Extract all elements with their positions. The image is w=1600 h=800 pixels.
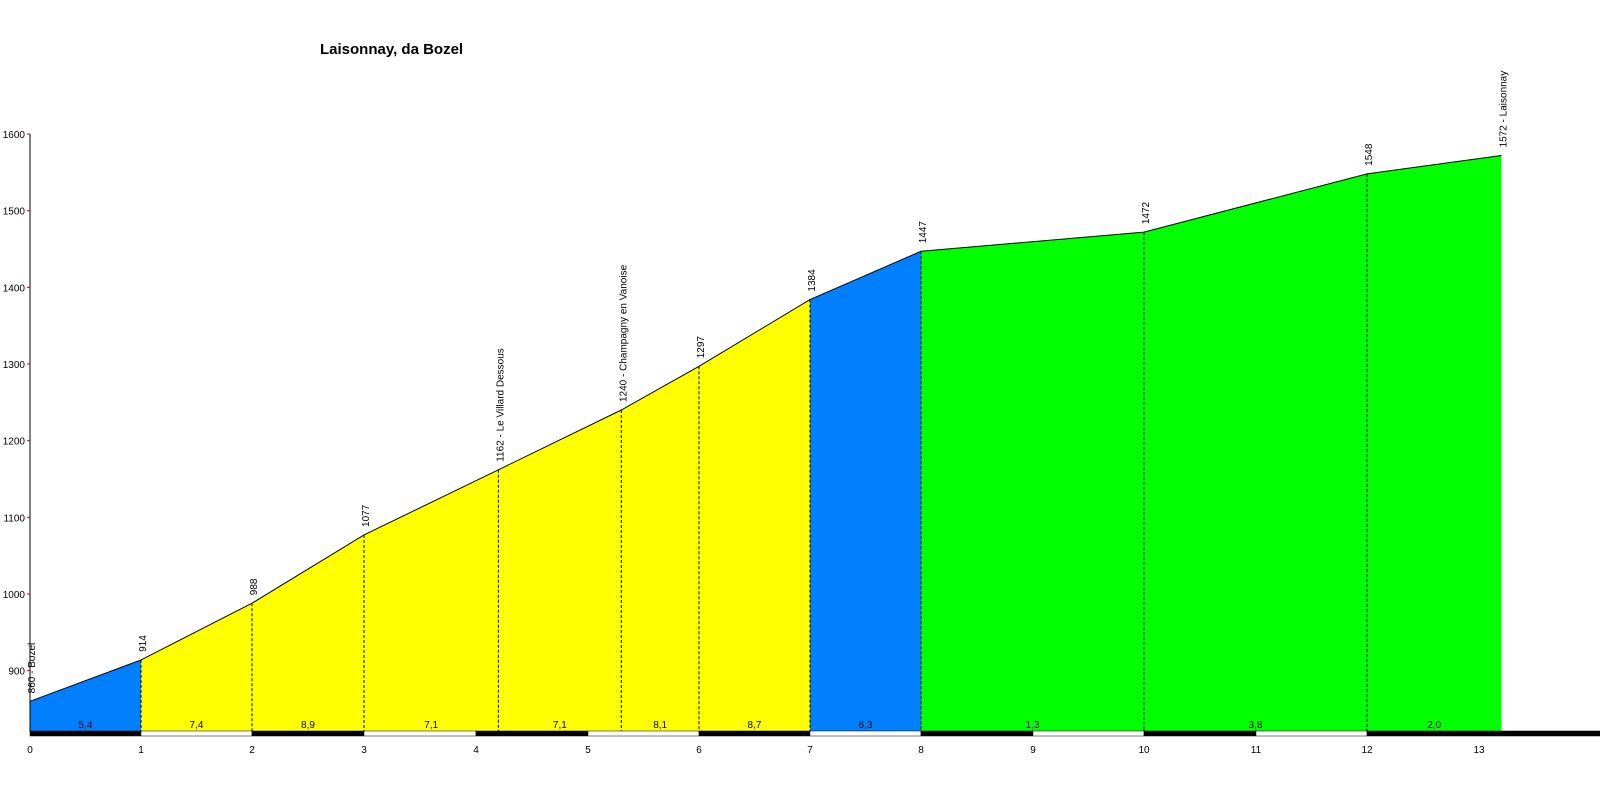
gradient-label: 7,4 bbox=[190, 720, 204, 731]
scale-block bbox=[1366, 730, 1480, 737]
y-tick-label: 1300 bbox=[3, 360, 26, 371]
scale-block bbox=[475, 730, 589, 737]
profile-segment bbox=[141, 603, 252, 732]
x-tick-label: 12 bbox=[1361, 745, 1373, 756]
profile-segment bbox=[1144, 173, 1367, 732]
point-label: 1240 - Champagny en Vanoise bbox=[618, 264, 629, 402]
x-tick-label: 10 bbox=[1138, 745, 1150, 756]
profile-line bbox=[29, 154, 1502, 702]
point-label: 1447 bbox=[918, 221, 929, 244]
profile-segment bbox=[921, 232, 1144, 732]
profile-segment bbox=[699, 299, 810, 732]
point-label: 1572 - Laisonnay bbox=[1498, 71, 1509, 148]
x-tick-label: 9 bbox=[1030, 745, 1036, 756]
x-tick-label: 1 bbox=[138, 745, 144, 756]
scale-block bbox=[809, 730, 922, 737]
gradient-label: 2,0 bbox=[1427, 720, 1441, 731]
gradient-label: 7,1 bbox=[553, 720, 567, 731]
gradient-label: 8,1 bbox=[653, 720, 667, 731]
point-label: 914 bbox=[138, 635, 149, 652]
x-tick-label: 8 bbox=[918, 745, 924, 756]
point-label: 1297 bbox=[696, 336, 707, 359]
scale-block bbox=[363, 730, 477, 737]
y-tick-label: 1500 bbox=[3, 207, 26, 218]
x-tick-label: 6 bbox=[696, 745, 702, 756]
scale-block bbox=[1143, 730, 1257, 737]
scale-block bbox=[29, 730, 142, 737]
gradient-label: 3,8 bbox=[1249, 720, 1263, 731]
x-tick-label: 0 bbox=[27, 745, 33, 756]
y-tick-label: 1600 bbox=[3, 130, 26, 141]
point-label: 1548 bbox=[1364, 143, 1375, 166]
x-tick-label: 4 bbox=[473, 745, 479, 756]
point-label: 1472 bbox=[1141, 201, 1152, 224]
gradient-label: 8,7 bbox=[748, 720, 762, 731]
x-tick-label: 13 bbox=[1473, 745, 1485, 756]
x-tick-label: 5 bbox=[585, 745, 591, 756]
profile-segment bbox=[364, 469, 499, 732]
point-label: 1077 bbox=[361, 504, 372, 527]
point-label: 1384 bbox=[807, 269, 818, 292]
scale-block bbox=[251, 730, 365, 737]
profile-segment bbox=[498, 410, 622, 732]
profile-segment bbox=[1367, 155, 1502, 732]
gradient-label: 6,3 bbox=[859, 720, 873, 731]
y-tick-label: 1400 bbox=[3, 283, 26, 294]
scale-block bbox=[140, 730, 253, 737]
profile-segment bbox=[810, 251, 921, 733]
y-tick-label: 1200 bbox=[3, 437, 26, 448]
y-tick-label: 900 bbox=[8, 667, 25, 678]
gradient-label: 5,4 bbox=[79, 720, 93, 731]
scale-block bbox=[587, 730, 700, 737]
scale-block bbox=[698, 730, 811, 737]
y-tick-label: 1000 bbox=[3, 590, 26, 601]
point-label: 988 bbox=[249, 578, 260, 595]
point-label: 860 - Bozel bbox=[27, 643, 38, 694]
scale-block bbox=[1032, 730, 1145, 737]
gradient-label: 7,1 bbox=[424, 720, 438, 731]
x-tick-label: 3 bbox=[361, 745, 367, 756]
gradient-label: 1,3 bbox=[1026, 720, 1040, 731]
y-tick-label: 1100 bbox=[3, 513, 25, 524]
scale-block bbox=[1478, 730, 1600, 737]
gradient-label: 8,9 bbox=[301, 720, 315, 731]
scale-block bbox=[920, 730, 1034, 737]
x-tick-label: 2 bbox=[249, 745, 255, 756]
profile-segment bbox=[30, 659, 141, 732]
chart-title: Laisonnay, da Bozel bbox=[320, 41, 463, 58]
profile-segment bbox=[252, 534, 364, 732]
x-tick-label: 11 bbox=[1251, 745, 1262, 756]
point-label: 1162 - Le Villard Dessous bbox=[495, 348, 506, 462]
scale-block bbox=[1255, 730, 1368, 737]
x-tick-label: 7 bbox=[807, 745, 813, 756]
profile-segment bbox=[621, 366, 699, 732]
